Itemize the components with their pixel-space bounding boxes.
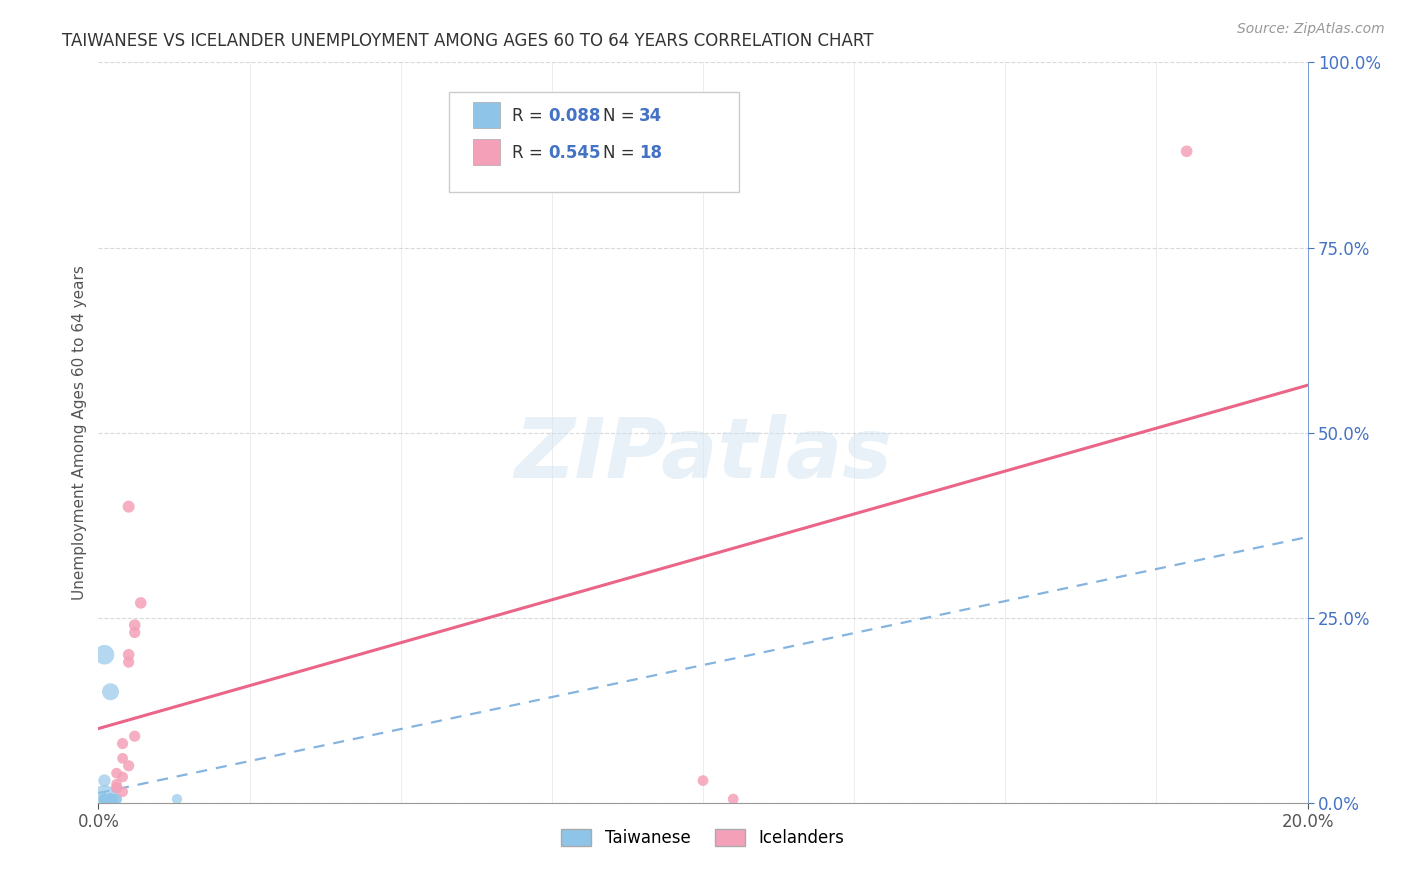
Point [93, 792, 115, 806]
Point [93, 792, 115, 806]
Point [105, 777, 128, 791]
Point [93, 792, 115, 806]
Point [93, 792, 115, 806]
Point [105, 792, 128, 806]
Bar [474, 138, 501, 165]
Point [93, 792, 115, 806]
Text: Source: ZipAtlas.com: Source: ZipAtlas.com [1237, 22, 1385, 37]
Text: 0.088: 0.088 [548, 107, 600, 125]
Point [124, 729, 146, 743]
Point [93, 792, 115, 806]
Point [100, 792, 122, 806]
Point [93, 792, 115, 806]
Point [723, 792, 745, 806]
Text: 18: 18 [638, 144, 662, 161]
Point [93, 792, 115, 806]
Point [93, 792, 115, 806]
Point [166, 792, 188, 806]
Point [105, 780, 128, 795]
Point [111, 751, 134, 765]
Text: TAIWANESE VS ICELANDER UNEMPLOYMENT AMONG AGES 60 TO 64 YEARS CORRELATION CHART: TAIWANESE VS ICELANDER UNEMPLOYMENT AMON… [62, 32, 873, 50]
Point [111, 770, 134, 784]
Point [118, 758, 141, 772]
Point [100, 792, 122, 806]
Point [105, 780, 128, 795]
Point [111, 785, 134, 799]
Point [100, 792, 122, 806]
Point [118, 655, 141, 669]
Point [93, 648, 115, 662]
Text: R =: R = [512, 144, 548, 161]
Text: N =: N = [603, 107, 640, 125]
Point [105, 792, 128, 806]
Point [93, 792, 115, 806]
Legend: Taiwanese, Icelanders: Taiwanese, Icelanders [555, 822, 851, 854]
Point [93, 792, 115, 806]
Point [100, 792, 122, 806]
Point [105, 766, 128, 780]
Point [100, 792, 122, 806]
Point [93, 792, 115, 806]
Point [100, 685, 122, 699]
Point [124, 618, 146, 632]
Point [100, 792, 122, 806]
FancyBboxPatch shape [449, 92, 740, 192]
Point [93, 792, 115, 806]
Point [692, 773, 714, 788]
Text: 0.545: 0.545 [548, 144, 600, 161]
Point [129, 596, 152, 610]
Point [93, 792, 115, 806]
Point [93, 773, 115, 788]
Text: R =: R = [512, 107, 548, 125]
Point [93, 792, 115, 806]
Point [93, 792, 115, 806]
Point [93, 792, 115, 806]
Point [118, 500, 141, 514]
Bar [474, 102, 501, 128]
Point [1175, 145, 1198, 159]
Point [93, 792, 115, 806]
Point [118, 648, 141, 662]
Point [100, 792, 122, 806]
Text: N =: N = [603, 144, 640, 161]
Point [111, 737, 134, 751]
Text: 34: 34 [638, 107, 662, 125]
Point [124, 625, 146, 640]
Text: ZIPatlas: ZIPatlas [515, 414, 891, 495]
Y-axis label: Unemployment Among Ages 60 to 64 years: Unemployment Among Ages 60 to 64 years [72, 265, 87, 600]
Point [93, 792, 115, 806]
Point [93, 792, 115, 806]
